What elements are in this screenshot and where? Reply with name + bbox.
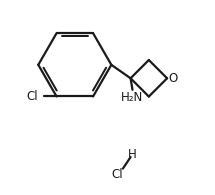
Text: H: H	[128, 148, 137, 161]
Text: H₂N: H₂N	[121, 91, 144, 104]
Text: O: O	[168, 72, 177, 85]
Text: Cl: Cl	[27, 90, 38, 103]
Text: Cl: Cl	[111, 168, 123, 181]
